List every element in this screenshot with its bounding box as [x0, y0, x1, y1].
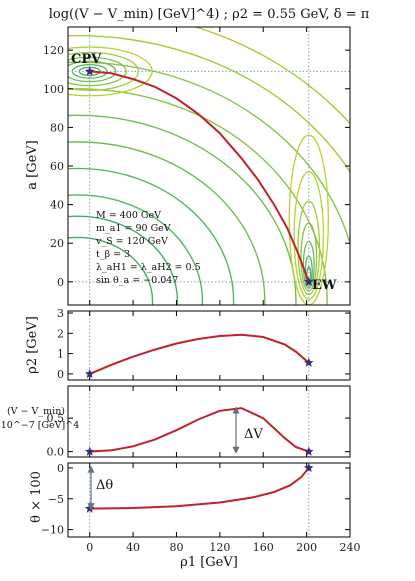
- panel-frame: [67, 26, 351, 306]
- endpoint-star: [84, 368, 95, 378]
- theta-y-axis-label: θ × 100: [29, 471, 44, 523]
- param-tbeta: t_β = 3: [96, 249, 130, 260]
- contour-line: [68, 114, 297, 305]
- param-sintheta: sin θ_a = −0.047: [96, 275, 178, 286]
- y-tick-label: −10: [41, 524, 64, 537]
- y-tick-label: 0: [57, 368, 64, 381]
- y-tick-label: 20: [50, 237, 64, 250]
- param-vs: v_S = 120 GeV: [95, 236, 168, 247]
- parameter-box: M = 400 GeV m_a1 = 90 GeV v_S = 120 GeV …: [95, 210, 201, 286]
- potential-y-label-line2: ×10^−7 [GeV]^4: [0, 420, 79, 431]
- rho2-panel: 0 1 2 3 ρ2 [GeV]: [25, 307, 351, 381]
- contour-line: [68, 56, 127, 87]
- endpoint-star: [304, 276, 314, 286]
- contour-line: [288, 134, 329, 305]
- contour-line: [68, 88, 328, 305]
- x-axis-label: ρ1 [GeV]: [180, 555, 238, 570]
- y-tick-label: 120: [43, 44, 64, 57]
- contour-panel: 0 20 40 60 80 100 120 a [GeV] M = 400 GeV m_a1…: [25, 26, 351, 306]
- contour-line: [68, 194, 204, 305]
- rho2-panel-layer: 0 1 2 3: [57, 307, 351, 381]
- param-lambda: λ_aH1 = λ_aH2 = 0.5: [96, 262, 201, 273]
- y-tick-label: 80: [50, 121, 64, 134]
- series-line: [89, 333, 310, 375]
- main-y-axis-label: a [GeV]: [25, 140, 40, 190]
- potential-panel: 0.0 0.5 (V − V_min) ×10^−7 [GeV]^4 ΔV: [0, 385, 351, 459]
- contour-line: [68, 35, 350, 174]
- y-tick-label: 1: [57, 348, 64, 361]
- series-line: [89, 467, 310, 510]
- y-tick-label: 60: [50, 160, 64, 173]
- endpoint-star: [304, 357, 314, 367]
- endpoint-star: [84, 446, 95, 456]
- contour-line: [297, 200, 321, 296]
- x-tick-label: 0: [86, 541, 93, 554]
- y-tick-label: 0.0: [47, 446, 65, 459]
- panel-frame: [67, 310, 351, 381]
- contour-line: [68, 141, 266, 305]
- x-tick-label: 160: [253, 541, 274, 554]
- endpoint-star: [84, 66, 95, 76]
- endpoint-star: [304, 446, 314, 456]
- x-tick-label: 200: [296, 541, 317, 554]
- param-ma1: m_a1 = 90 GeV: [96, 223, 171, 234]
- endpoint-star: [84, 503, 95, 513]
- theta-panel-layer: −10 −5 0 0 40 80 120 160 200 240: [41, 462, 361, 554]
- x-tick-label: 80: [169, 541, 183, 554]
- main-panel-layer: 0 20 40 60 80 100 120: [43, 26, 351, 306]
- cpv-label: CPV: [71, 52, 102, 67]
- theta-panel: −10 −5 0 0 40 80 120 160 200 240 θ × 100 Δθ ρ1 [G…: [29, 462, 361, 570]
- delta-theta-annotation: Δθ: [96, 478, 113, 493]
- potential-y-label-line1: (V − V_min): [7, 406, 65, 417]
- y-tick-label: 0: [57, 462, 64, 475]
- contour-line: [68, 236, 154, 305]
- contour-line: [68, 167, 235, 305]
- delta-v-annotation: ΔV: [244, 427, 263, 442]
- series-line: [89, 70, 310, 283]
- contour-line: [68, 60, 117, 83]
- chart-title: log((V − V_min) [GeV]^4) ; ρ2 = 0.55 GeV…: [49, 7, 370, 22]
- x-tick-label: 240: [340, 541, 361, 554]
- y-tick-label: 100: [43, 83, 64, 96]
- param-mass: M = 400 GeV: [96, 210, 161, 221]
- panel-frame: [67, 462, 351, 538]
- potential-panel-layer: 0.0 0.5: [47, 385, 351, 459]
- y-tick-label: 0.5: [47, 412, 65, 425]
- ew-label: EW: [312, 278, 337, 293]
- y-tick-label: 2: [57, 327, 64, 340]
- y-tick-label: 40: [50, 199, 64, 212]
- y-tick-label: −5: [48, 493, 64, 506]
- contour-line: [68, 215, 179, 305]
- x-tick-label: 40: [126, 541, 140, 554]
- y-tick-label: 0: [57, 276, 64, 289]
- x-tick-label: 120: [209, 541, 230, 554]
- series-line: [89, 407, 310, 453]
- rho2-y-axis-label: ρ2 [GeV]: [25, 316, 40, 374]
- endpoint-star: [304, 462, 314, 472]
- panel-frame: [67, 385, 351, 458]
- y-tick-label: 3: [57, 307, 64, 320]
